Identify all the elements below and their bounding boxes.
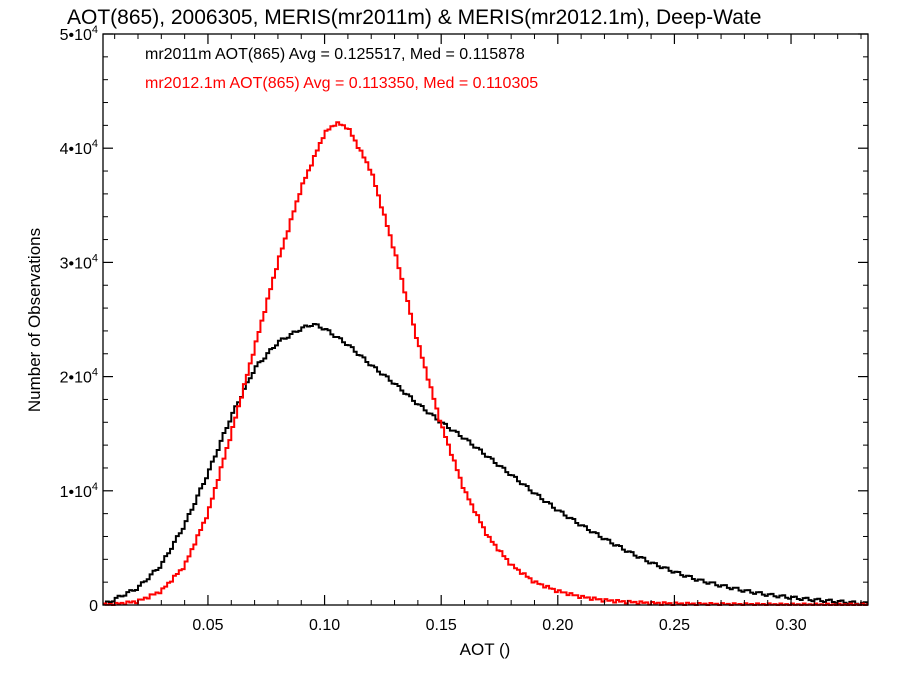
series-line-mr2012.1m: [103, 121, 868, 606]
y-tick-label: 1•104: [60, 481, 98, 501]
y-tick-label: 4•104: [60, 138, 98, 158]
y-axis-label: Number of Observations: [25, 228, 44, 412]
series-layer: [103, 121, 868, 606]
x-tick-label: 0.30: [775, 617, 806, 634]
y-tick-label: 2•104: [60, 367, 98, 387]
x-tick-label: 0.05: [192, 617, 223, 634]
x-tick-label: 0.15: [426, 617, 457, 634]
chart-title: AOT(865), 2006305, MERIS(mr2011m) & MERI…: [67, 6, 761, 29]
legend: mr2011m AOT(865) Avg = 0.125517, Med = 0…: [145, 46, 538, 92]
x-axis-label: AOT (): [460, 640, 511, 659]
ticks-layer: 0.05 0.10 0.15 0.20 0.25 0.30 0 1•104 2•104 3•104…: [60, 24, 868, 634]
legend-entry-mr2011m: mr2011m AOT(865) Avg = 0.125517, Med = 0…: [145, 46, 525, 63]
plot-frame: [102, 33, 869, 606]
x-tick-label: 0.20: [542, 617, 573, 634]
x-tick-label: 0.10: [309, 617, 340, 634]
y-tick-label: 5•104: [60, 24, 98, 44]
y-tick-label: 3•104: [60, 252, 98, 272]
y-tick-label: 0: [89, 598, 98, 615]
x-tick-label: 0.25: [659, 617, 690, 634]
series-line-mr2011m: [103, 322, 868, 606]
legend-entry-mr2012.1m: mr2012.1m AOT(865) Avg = 0.113350, Med =…: [145, 75, 538, 92]
